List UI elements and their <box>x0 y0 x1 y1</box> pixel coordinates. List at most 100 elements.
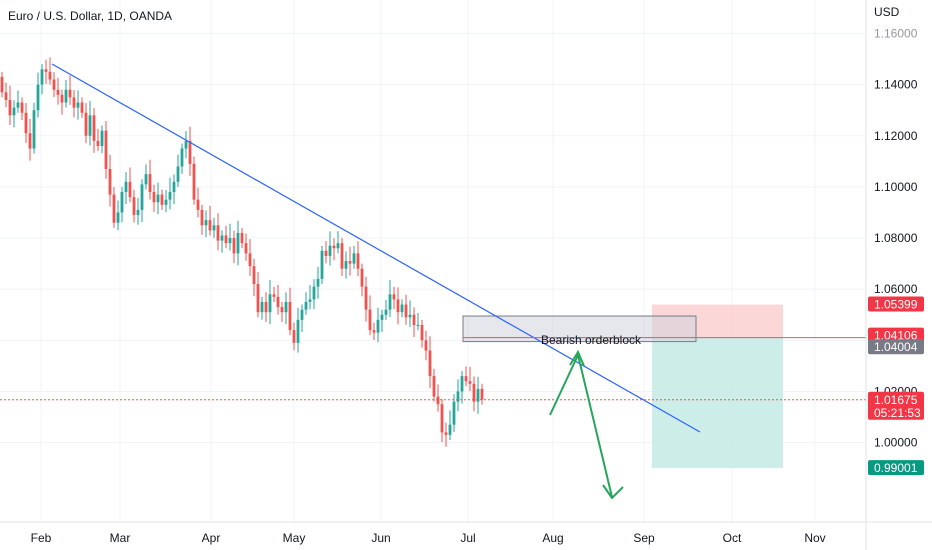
candle-body <box>240 232 244 244</box>
candle-layer[interactable] <box>0 57 484 447</box>
price-tag <box>868 391 924 420</box>
candle-body <box>308 299 312 302</box>
candle-body <box>344 261 348 269</box>
candle-body <box>392 294 396 300</box>
price-tag-countdown: 05:21:53 <box>874 406 921 420</box>
candle-body <box>64 89 68 103</box>
target-zone <box>652 337 783 469</box>
candle-body <box>212 225 216 231</box>
candle-body <box>116 212 120 223</box>
candle-body <box>416 324 420 326</box>
candle-body <box>440 404 444 433</box>
price-tag-label: 1.04106 <box>874 329 918 343</box>
candle-body <box>448 424 452 435</box>
price-tag <box>868 327 924 343</box>
candle-body <box>28 133 32 149</box>
candle-body <box>120 192 124 213</box>
candle-body <box>244 243 248 254</box>
candle-body <box>312 286 316 300</box>
candle-body <box>152 192 156 203</box>
candle-body <box>136 209 140 216</box>
candle-body <box>48 71 52 80</box>
candle-body <box>248 253 252 267</box>
candle-body <box>384 309 388 315</box>
candle-body <box>372 330 376 333</box>
candle-body <box>208 220 212 231</box>
candle-body <box>72 97 76 108</box>
candle-body <box>44 69 48 72</box>
orderblock-label: Bearish orderblock <box>541 333 642 347</box>
drawing-layer[interactable]: Bearish orderblock <box>0 63 866 500</box>
candle-body <box>84 112 88 136</box>
y-tick-label: 1.12000 <box>874 129 918 143</box>
candle-body <box>380 314 384 320</box>
price-tag <box>868 460 924 476</box>
candle-body <box>144 174 148 185</box>
candle-body <box>324 250 328 256</box>
candle-body <box>348 261 352 264</box>
trend-line <box>51 63 701 433</box>
candle-body <box>52 79 56 90</box>
candle-body <box>168 192 172 200</box>
candle-body <box>176 166 180 182</box>
candle-body <box>400 304 404 313</box>
x-tick-label: Nov <box>804 531 825 545</box>
candle-body <box>12 107 16 116</box>
candle-body <box>112 194 116 223</box>
y-tick-label: 1.00000 <box>874 436 918 450</box>
zone-layer <box>462 304 783 469</box>
candle-body <box>288 301 292 331</box>
candle-body <box>328 245 332 256</box>
candle-body <box>300 309 304 320</box>
candle-body <box>340 243 344 269</box>
candle-body <box>172 181 176 193</box>
candle-body <box>4 92 8 100</box>
candle-body <box>480 388 484 400</box>
candle-body <box>24 112 28 134</box>
x-tick-label: Mar <box>110 531 131 545</box>
price-tag-label: 1.05399 <box>874 298 918 312</box>
y-tick-label: 1.16000 <box>874 27 918 41</box>
candle-body <box>316 278 320 287</box>
candle-body <box>292 330 296 343</box>
x-tick-label: Jun <box>371 531 390 545</box>
candle-body <box>360 268 364 287</box>
candle-body <box>436 396 440 405</box>
x-tick-label: Feb <box>31 531 52 545</box>
forecast-arrow-head <box>602 484 624 500</box>
candle-body <box>164 199 168 205</box>
candle-body <box>408 314 412 318</box>
x-tick-label: Apr <box>202 531 221 545</box>
candle-body <box>320 250 324 279</box>
candle-body <box>96 140 100 147</box>
candle-body <box>132 197 136 216</box>
candle-body <box>260 301 264 313</box>
candle-body <box>388 294 392 310</box>
candle-body <box>356 253 360 269</box>
candle-body <box>420 324 424 341</box>
candle-body <box>216 225 220 241</box>
candle-body <box>128 181 132 198</box>
candle-body <box>228 238 232 244</box>
candle-body <box>232 238 236 254</box>
candle-body <box>156 194 160 203</box>
candle-body <box>364 286 368 310</box>
x-tick-label: Sep <box>633 531 655 545</box>
candle-body <box>36 84 40 111</box>
candle-body <box>424 340 428 351</box>
candle-body <box>268 294 272 313</box>
x-tick-label: Aug <box>542 531 563 545</box>
candle-body <box>368 309 372 331</box>
candle-body <box>16 102 20 108</box>
candle-body <box>88 115 92 136</box>
candle-body <box>0 76 4 93</box>
candle-body <box>108 169 112 195</box>
candle-body <box>460 376 464 392</box>
price-tag-label: 0.99001 <box>874 461 918 475</box>
candle-body <box>284 301 288 313</box>
candle-body <box>160 194 164 205</box>
candle-body <box>444 432 448 435</box>
candle-body <box>180 148 184 167</box>
